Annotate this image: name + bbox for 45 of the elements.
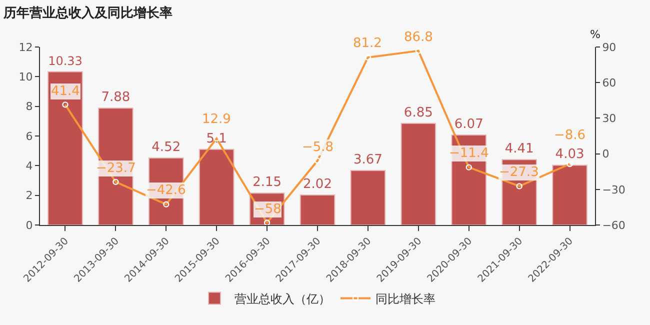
data-label: 2.15: [252, 175, 282, 190]
y-tick-label: 8: [26, 100, 33, 114]
bar: [552, 164, 588, 225]
data-label: 3.67: [353, 152, 382, 168]
y-tick-label: 2: [26, 189, 33, 202]
y-tick-label: 0: [26, 218, 33, 232]
bar: [300, 194, 336, 225]
data-label: 4.03: [555, 147, 584, 162]
y-tick-label: 10: [18, 70, 33, 84]
data-label: −27.3: [499, 165, 539, 180]
y2-tick-label: −60: [602, 218, 626, 232]
y-tick-label: 6: [26, 130, 33, 143]
data-label: 4.52: [152, 140, 181, 155]
data-label: 5.1: [206, 131, 227, 146]
y2-tick-label: 30: [602, 112, 616, 126]
data-label: 86.8: [404, 30, 433, 45]
data-label: −58: [254, 202, 282, 217]
chart-title: 历年营业总收入及同比增长率: [2, 5, 172, 22]
bar: [350, 170, 386, 225]
data-label: 81.2: [353, 36, 382, 51]
legend-label: 同比增长率: [376, 292, 436, 306]
y2-axis-title: %: [590, 28, 600, 41]
data-label: −42.6: [146, 183, 186, 198]
data-label: −11.4: [449, 146, 489, 161]
y2-tick-label: 0: [602, 148, 610, 161]
legend-label: 营业总收入（亿）: [234, 292, 330, 306]
data-label: 7.88: [101, 90, 130, 106]
data-label: 12.9: [202, 112, 231, 127]
data-label: −8.6: [554, 128, 586, 143]
data-label: 6.07: [454, 116, 484, 132]
y2-tick-label: −30: [602, 183, 626, 196]
data-label: −5.8: [302, 140, 334, 155]
data-label: −23.7: [96, 161, 136, 176]
data-label: 6.85: [404, 105, 433, 120]
data-label: 2.02: [303, 177, 332, 192]
y2-tick-label: 60: [602, 76, 616, 90]
data-label: 41.4: [51, 84, 80, 99]
y2-tick-label: 90: [602, 40, 616, 54]
bar: [198, 148, 234, 225]
bar: [400, 122, 436, 225]
y-tick-label: 4: [26, 160, 33, 173]
bar: [48, 71, 83, 225]
data-label: 4.41: [504, 142, 534, 157]
y-tick-label: 12: [18, 40, 33, 54]
data-label: 10.33: [48, 54, 82, 68]
